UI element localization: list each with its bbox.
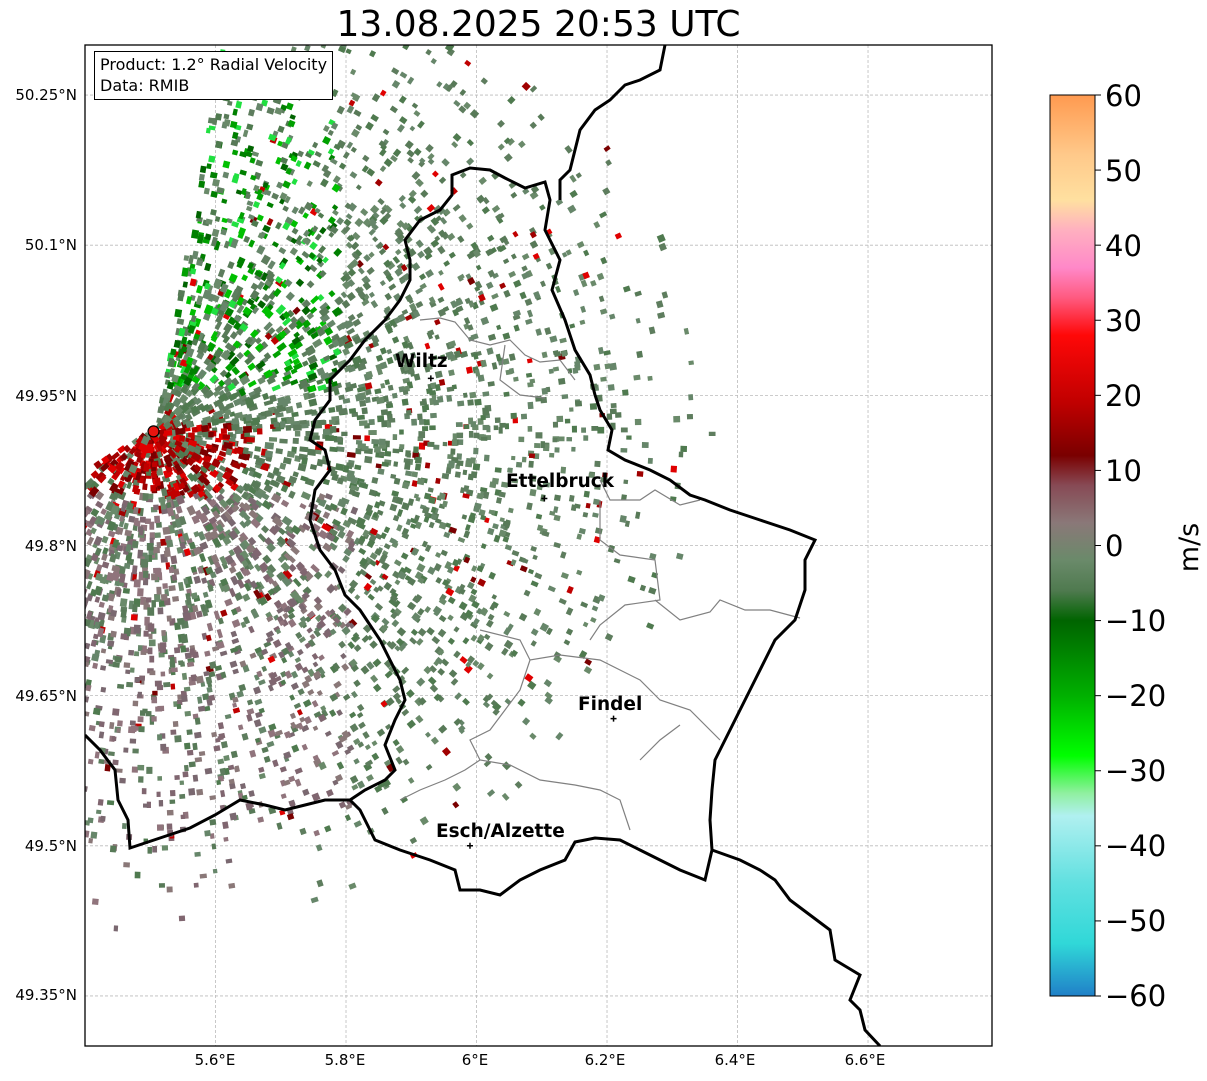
colorbar-tick-label: −60 [1105,979,1167,1013]
lat-tick-label: 49.95°N [15,387,77,405]
lux-national-border [308,166,818,897]
radar-echoes [85,45,716,932]
east-border [711,848,882,1046]
city-label-esch-alzette: Esch/Alzette [436,821,565,842]
radar-site-marker [147,425,160,438]
plot-frame [84,44,993,1047]
city-label-findel: Findel [578,694,643,715]
info-box: Product: 1.2° Radial Velocity Data: RMIB [94,51,334,100]
lon-tick-label: 6.2°E [584,1051,626,1069]
colorbar-tick-label: 0 [1105,529,1124,563]
city-label-ettelbruck: Ettelbruck [506,471,615,492]
colorbar [1049,94,1096,997]
country-borders [85,45,882,1046]
lat-tick-label: 50.1°N [24,236,77,254]
lat-tick-label: 49.8°N [24,537,77,555]
colorbar-tick-label: −50 [1105,904,1167,938]
lat-tick-label: 49.35°N [15,986,77,1004]
colorbar-unit-label: m/s [1174,522,1206,573]
colorbar-tick-marks [1095,94,1101,997]
colorbar-tick-label: −40 [1105,829,1167,863]
city-label-wiltz: Wiltz [395,351,448,372]
lon-tick-label: 5.8°E [324,1051,366,1069]
lat-tick-label: 50.25°N [15,86,77,104]
city-marker [541,495,548,502]
city-marker [466,842,473,849]
belgium-france-border [85,733,350,851]
colorbar-tick-label: 10 [1105,454,1142,488]
colorbar-tick-label: 40 [1105,229,1142,263]
colorbar-tick-label: −30 [1105,754,1167,788]
colorbar-tick-label: 20 [1105,379,1142,413]
lon-tick-label: 6°E [461,1051,489,1069]
lon-tick-label: 6.4°E [714,1051,756,1069]
city-marker [427,375,434,382]
data-source-label: Data: RMIB [100,76,190,95]
city-marker [610,715,617,722]
map-title: 13.08.2025 20:53 UTC [336,4,741,45]
product-label: Product: 1.2° Radial Velocity [100,55,328,74]
colorbar-tick-label: −20 [1105,679,1167,713]
colorbar-tick-label: 30 [1105,304,1142,338]
lat-tick-label: 49.5°N [24,837,77,855]
lon-tick-label: 6.6°E [844,1051,886,1069]
lon-tick-label: 5.6°E [194,1051,236,1069]
city-markers [427,375,617,849]
lat-tick-label: 49.65°N [15,687,77,705]
colorbar-tick-label: −10 [1105,604,1167,638]
german-border [558,45,667,200]
colorbar-tick-label: 60 [1105,79,1142,113]
colorbar-tick-label: 50 [1105,154,1142,188]
lux-canton-borders [399,317,801,831]
